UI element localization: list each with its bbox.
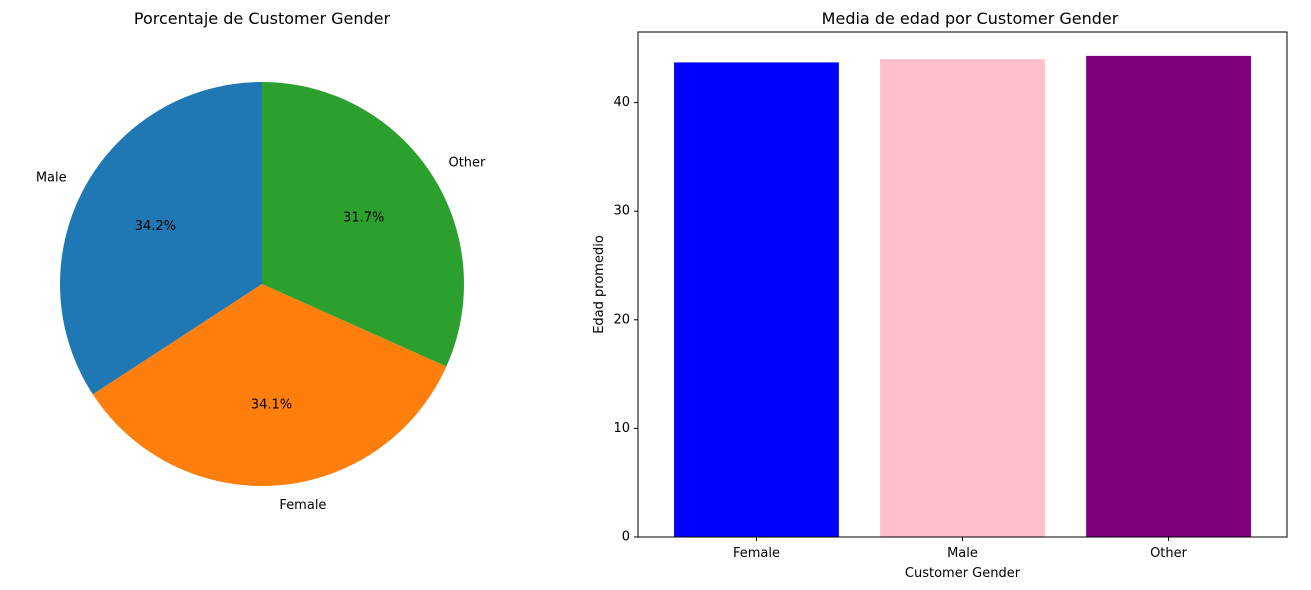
pie-slices [60,82,464,486]
pie-label-female: Female [279,498,326,513]
bar-other [1086,55,1251,538]
pie-chart: Porcentaje de Customer Gender Male 34.2% F… [36,9,486,513]
bar-male [880,59,1045,537]
y-tick-label: 40 [613,95,630,110]
y-tick-label: 20 [613,312,630,327]
x-tick-label-other: Other [1150,546,1188,561]
bar-title: Media de edad por Customer Gender [822,9,1119,28]
x-tick-label-female: Female [733,546,780,561]
y-tick-label: 30 [613,204,630,219]
pie-title: Porcentaje de Customer Gender [134,9,391,28]
pie-pct-male: 34.2% [135,219,176,234]
x-axis-ticks: Female Male Other [733,537,1188,561]
bars [674,55,1251,538]
y-tick-label: 10 [613,421,630,436]
bar-female [674,62,839,538]
pie-label-other: Other [448,156,486,171]
pie-pct-other: 31.7% [343,211,384,226]
pie-labels: Male 34.2% Female 34.1% Other 31.7% [36,156,486,513]
pie-slice-male [60,82,263,395]
y-tick-label: 0 [622,530,630,545]
pie-slice-other [262,82,464,367]
axes-frame [637,31,1288,538]
y-axis-label: Edad promedio [592,235,607,334]
pie-slice-female [92,284,447,486]
x-axis-label: Customer Gender [905,566,1021,581]
pie-label-male: Male [36,171,67,186]
pie-pct-female: 34.1% [251,397,292,412]
x-tick-label-male: Male [947,546,978,561]
bar-chart: Media de edad por Customer Gender 0 10 20 3… [592,9,1288,581]
y-axis-ticks: 0 10 20 30 40 [613,95,638,545]
